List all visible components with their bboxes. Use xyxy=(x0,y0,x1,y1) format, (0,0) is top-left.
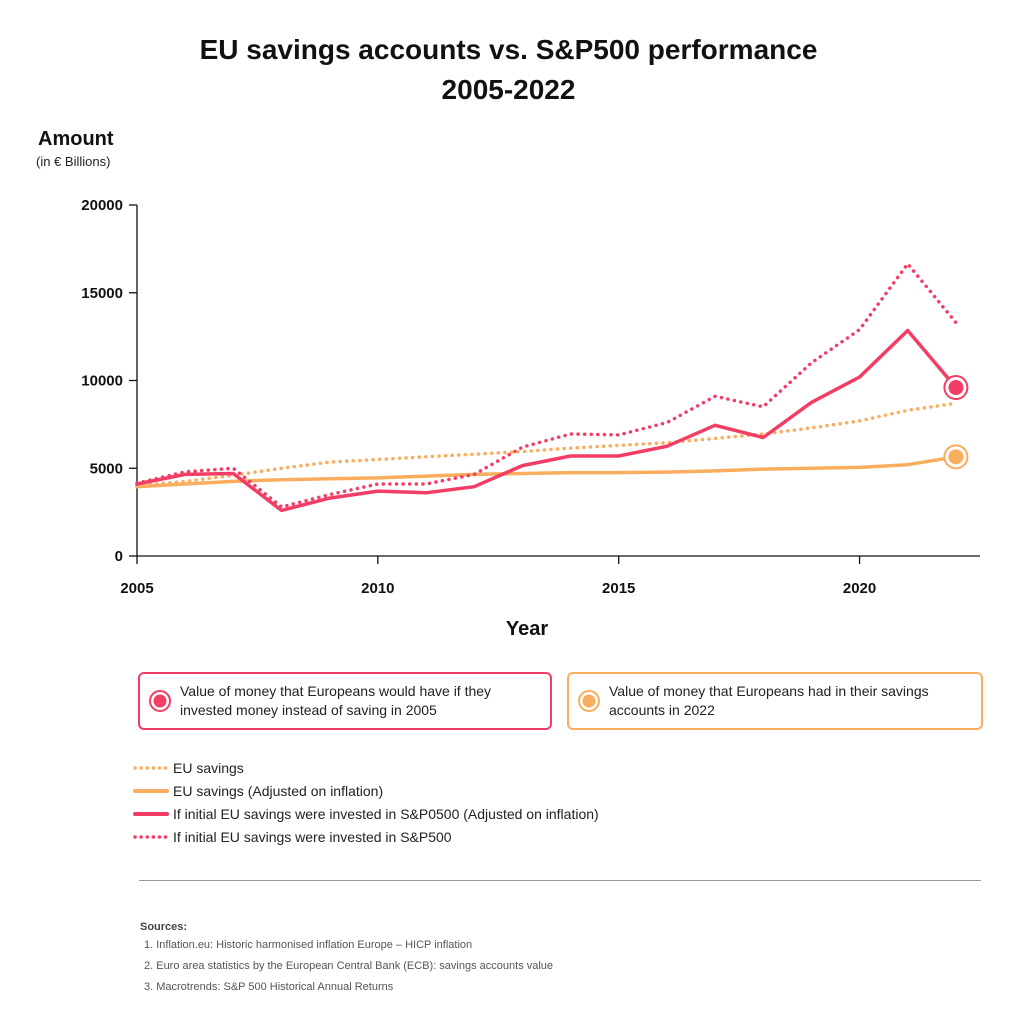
y-tick-label: 15000 xyxy=(81,285,123,302)
legend-swatch-solid-red-icon xyxy=(133,811,169,816)
callout-invested: Value of money that Europeans would have… xyxy=(138,672,552,730)
y-tick-label: 0 xyxy=(115,548,123,565)
chart-axes: 0 5000 10000 15000 20000 2005 2010 2015 2020 xyxy=(81,197,980,597)
callout-savings-text: Value of money that Europeans had in the… xyxy=(609,683,929,718)
legend-item-eu-savings-adjusted: EU savings (Adjusted on inflation) xyxy=(133,779,599,802)
y-axis-label: Amount xyxy=(38,128,114,150)
callout-savings: Value of money that Europeans had in the… xyxy=(567,672,983,730)
source-item: 1. Inflation.eu: Historic harmonised inf… xyxy=(144,939,473,951)
legend-swatch-solid-orange-icon xyxy=(133,788,169,793)
chart-lines xyxy=(135,262,958,513)
x-tick-label: 2010 xyxy=(361,580,394,597)
x-tick-label: 2005 xyxy=(120,580,153,597)
chart-title-line-1: EU savings accounts vs. S&P500 performan… xyxy=(199,34,818,65)
y-tick-label: 5000 xyxy=(90,460,123,477)
legend-label: If initial EU savings were invested in S… xyxy=(173,828,452,845)
y-tick-label: 20000 xyxy=(81,197,123,214)
legend-swatch-dotted-red-icon xyxy=(133,834,169,839)
x-tick-label: 2015 xyxy=(602,580,635,597)
callout-invested-text: Value of money that Europeans would have… xyxy=(180,683,492,718)
series-line-2 xyxy=(135,328,958,513)
divider xyxy=(139,880,981,881)
x-tick-label: 2020 xyxy=(843,580,876,597)
source-item: 2. Euro area statistics by the European … xyxy=(144,960,554,972)
legend-item-eu-savings: EU savings xyxy=(133,756,599,779)
legend-label: If initial EU savings were invested in S… xyxy=(173,805,599,822)
chart-markers xyxy=(943,375,969,470)
legend-label: EU savings xyxy=(173,759,244,776)
series-line-3 xyxy=(135,262,958,509)
callout-marker-dot-1 xyxy=(948,449,964,465)
x-axis-label: Year xyxy=(505,618,549,640)
chart-title: EU savings accounts vs. S&P500 performan… xyxy=(0,30,1017,110)
callout-invested-marker-icon xyxy=(140,689,180,713)
y-tick-label: 10000 xyxy=(81,373,123,390)
callout-savings-marker-icon xyxy=(569,689,609,713)
series-line-0 xyxy=(135,401,958,488)
line-chart: 0 5000 10000 15000 20000 2005 2010 2015 2020 xyxy=(81,197,980,597)
chart-title-line-2: 2005-2022 xyxy=(441,74,576,105)
sources-heading: Sources: xyxy=(140,921,188,933)
source-item: 3. Macrotrends: S&P 500 Historical Annua… xyxy=(144,981,394,993)
legend-label: EU savings (Adjusted on inflation) xyxy=(173,782,384,799)
sources: Sources: 1. Inflation.eu: Historic harmo… xyxy=(140,921,553,1002)
y-axis-unit: (in € Billions) xyxy=(36,154,111,169)
chart-legend: EU savings EU savings (Adjusted on infla… xyxy=(133,756,599,848)
legend-item-sp500: If initial EU savings were invested in S… xyxy=(133,825,599,848)
series-line-1 xyxy=(135,455,958,489)
legend-item-sp500-adjusted: If initial EU savings were invested in S… xyxy=(133,802,599,825)
callout-marker-dot-0 xyxy=(948,380,964,396)
legend-swatch-dotted-orange-icon xyxy=(133,765,169,770)
